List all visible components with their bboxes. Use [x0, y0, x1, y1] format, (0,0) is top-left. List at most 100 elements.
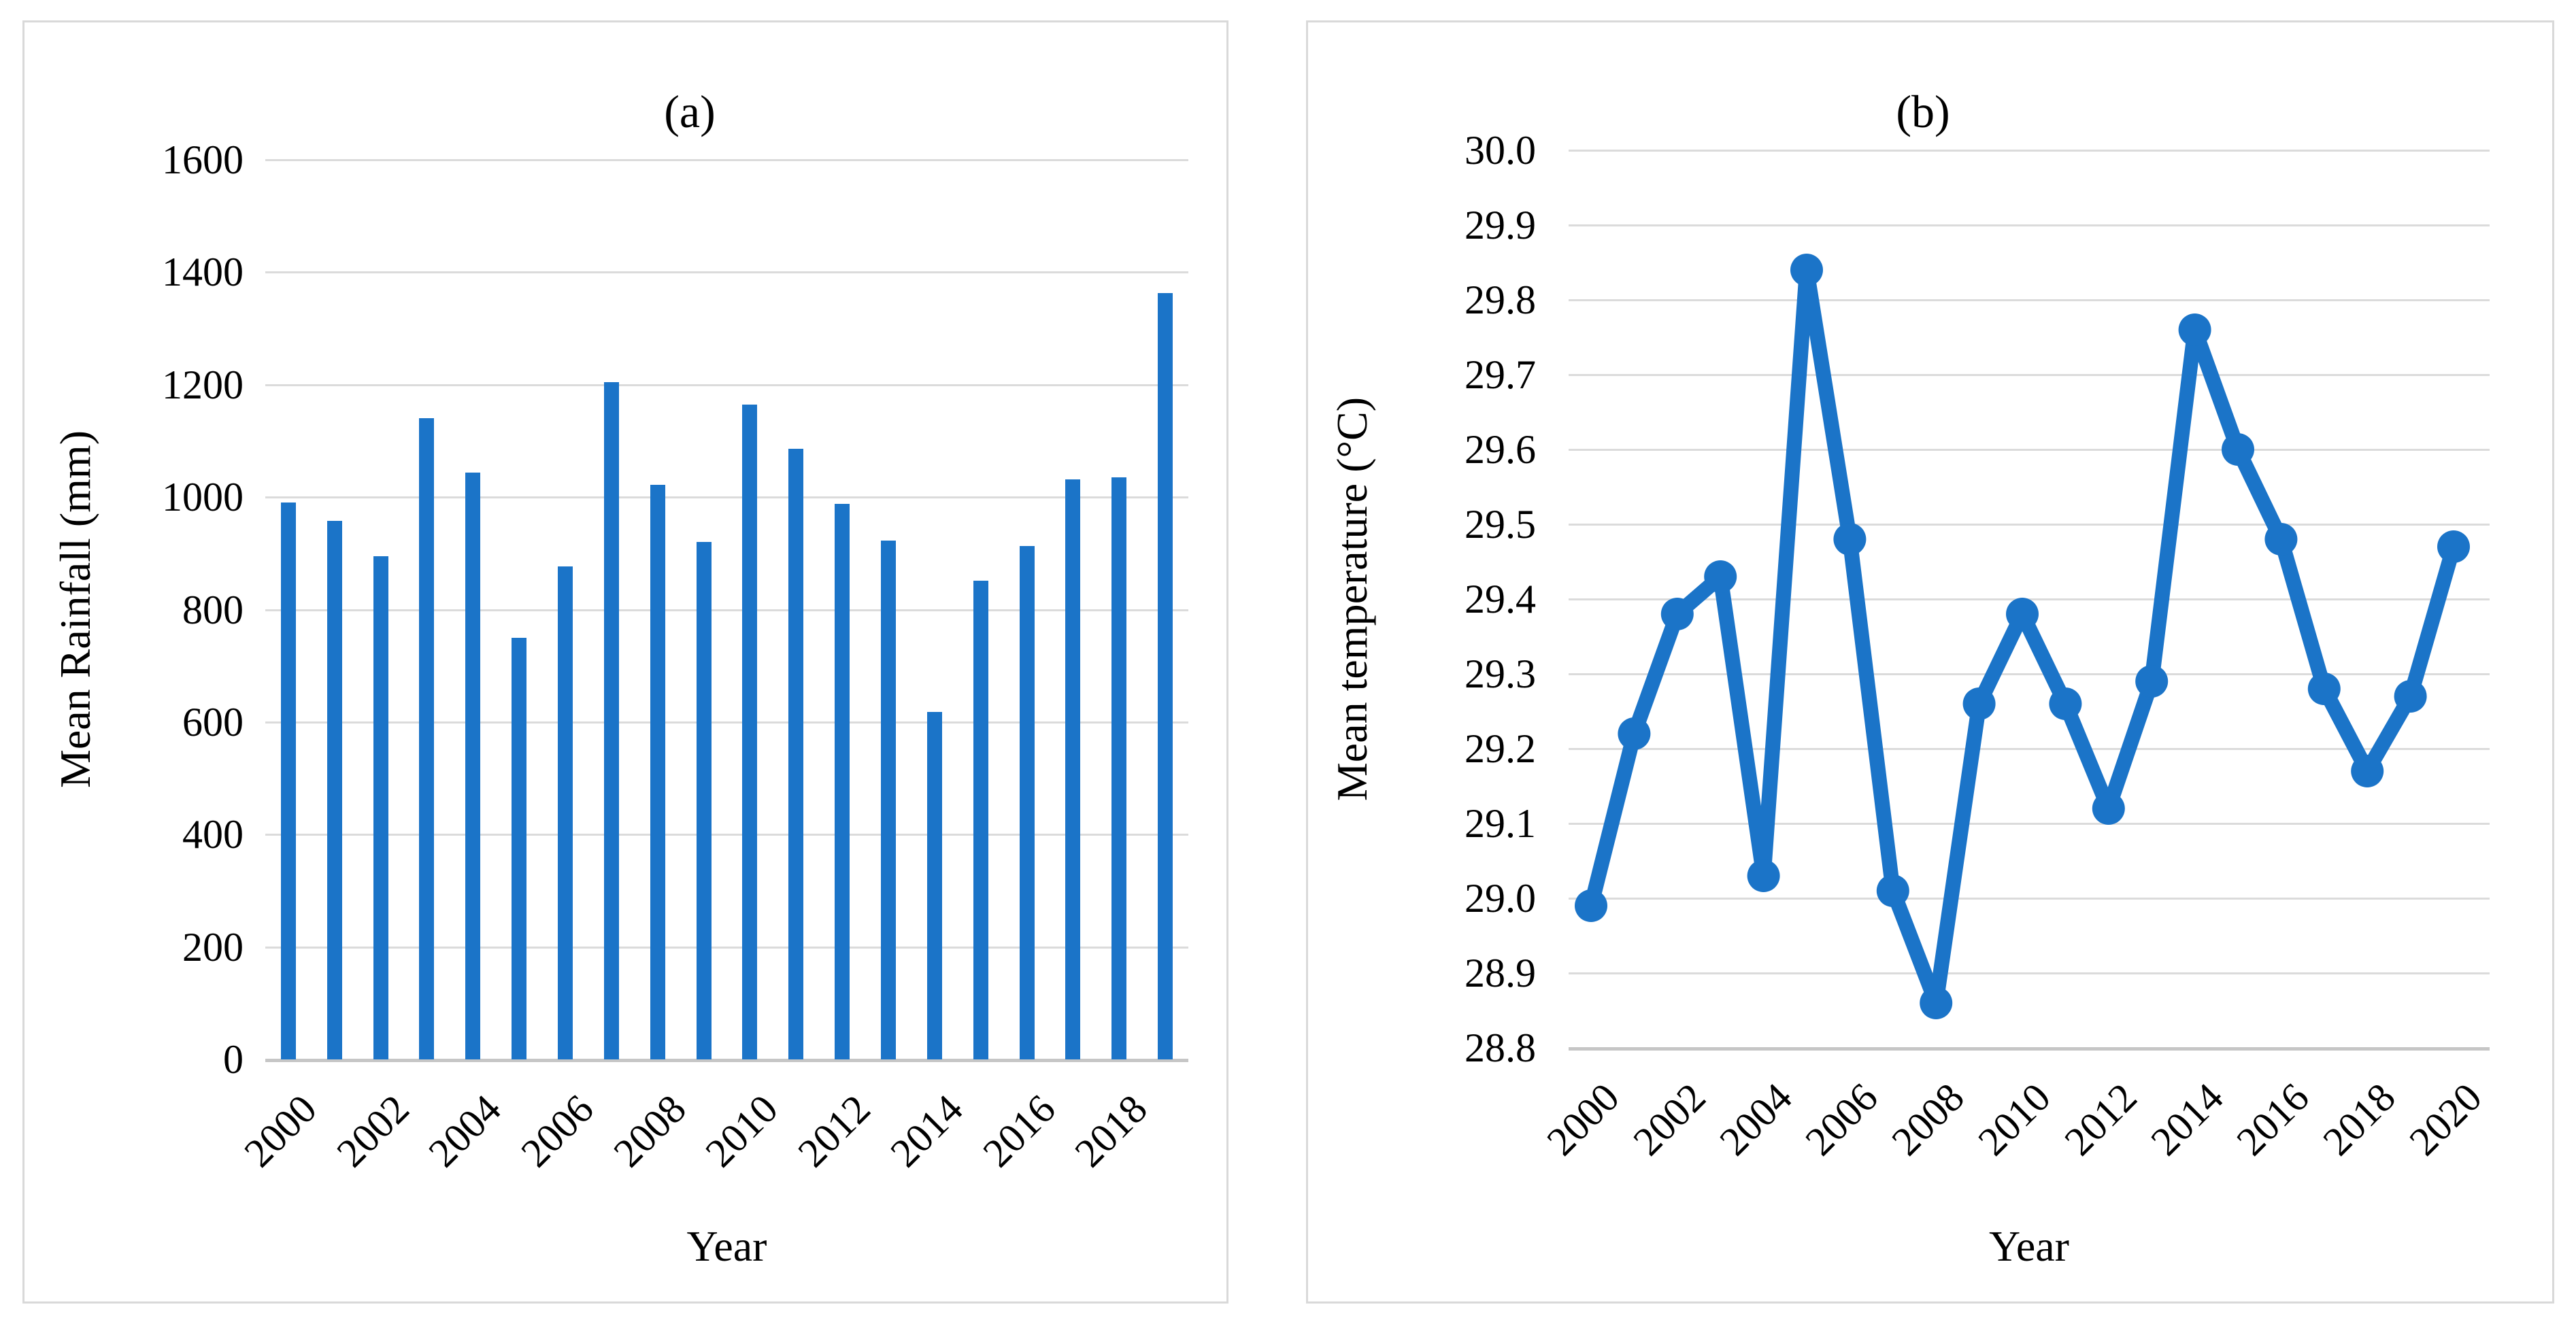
x-tick-label: 2010	[697, 1086, 787, 1176]
marker-2009: 2009: 29.26	[1962, 687, 1996, 720]
x-tick-label: 2016	[2228, 1074, 2318, 1164]
x-tick-label: 2018	[1066, 1086, 1156, 1176]
x-tick-label: 2010	[1969, 1074, 2059, 1164]
bar-2016	[1019, 546, 1035, 1059]
gridline	[265, 834, 1188, 836]
marker-2013: 2013: 29.29	[2135, 665, 2169, 698]
y-tick-label: 1200	[162, 362, 244, 407]
bar-2014	[926, 711, 942, 1059]
y-tick-label: 29.3	[1465, 651, 1536, 696]
x-tick-label: 2002	[1624, 1074, 1714, 1164]
y-tick-label: 29.9	[1465, 203, 1536, 248]
bar-2012	[835, 504, 850, 1059]
gridline	[1569, 823, 2490, 825]
y-tick-label: 29.5	[1465, 502, 1536, 547]
x-tick-label: 2004	[420, 1086, 510, 1176]
bar-2015	[973, 580, 988, 1059]
marker-2006: 2006: 29.48	[1833, 523, 1867, 556]
x-tick-label: 2008	[1883, 1074, 1973, 1164]
y-tick-label: 29.6	[1465, 427, 1536, 472]
gridline	[265, 721, 1188, 723]
x-tick-label: 2018	[2314, 1074, 2405, 1164]
y-tick-label: 29.4	[1465, 577, 1536, 622]
bar-2002	[373, 556, 388, 1059]
y-tick-label: 29.1	[1465, 801, 1536, 846]
gridline	[1569, 673, 2490, 675]
gridline	[1569, 150, 2490, 152]
marker-2002: 2002: 29.38	[1660, 598, 1694, 630]
marker-2018: 2018: 29.17	[2351, 755, 2384, 787]
gridline	[1569, 374, 2490, 376]
x-tick-label: 2012	[2056, 1074, 2145, 1164]
marker-2005: 2005: 29.84	[1790, 254, 1823, 286]
marker-2017: 2017: 29.28	[2307, 672, 2341, 705]
x-tick-label: 2012	[789, 1086, 880, 1176]
gridline	[265, 271, 1188, 274]
y-tick-label: 1000	[162, 475, 244, 520]
gridline	[265, 384, 1188, 386]
x-tick-label: 2004	[1711, 1074, 1801, 1164]
y-tick-label: 400	[182, 812, 244, 857]
panel-b-temperature-line-chart: (b) Mean temperature (°C) 2000: 28.99200…	[1306, 20, 2554, 1304]
y-tick-label: 29.7	[1465, 352, 1536, 397]
marker-2019: 2019: 29.27	[2394, 680, 2427, 713]
bar-2006	[558, 566, 573, 1059]
bar-2010	[742, 404, 758, 1059]
y-tick-label: 29.2	[1465, 726, 1536, 771]
bar-2013	[880, 540, 896, 1059]
x-tick-label: 2006	[1796, 1074, 1887, 1164]
bar-2017	[1065, 479, 1081, 1059]
panel-b-title: (b)	[1896, 86, 1950, 137]
x-tick-label: 2014	[2142, 1074, 2232, 1164]
marker-2000: 2000: 28.99	[1575, 889, 1607, 922]
x-tick-label: 2002	[328, 1086, 418, 1176]
bar-2005	[512, 637, 527, 1059]
y-tick-label: 200	[182, 924, 244, 970]
marker-2010: 2010: 29.38	[2006, 598, 2039, 630]
gridline	[1569, 972, 2490, 974]
y-tick-label: 29.8	[1465, 277, 1536, 322]
gridline	[1569, 898, 2490, 900]
bar-2008	[650, 484, 665, 1059]
x-tick-label: 2014	[882, 1086, 971, 1176]
gridline	[265, 946, 1188, 949]
x-tick-label: 2016	[973, 1086, 1064, 1176]
gridline	[265, 496, 1188, 499]
marker-2011: 2011: 29.26	[2049, 687, 2082, 720]
gridline	[1569, 299, 2490, 301]
gridline	[1569, 449, 2490, 451]
bar-2004	[465, 472, 481, 1059]
y-tick-label: 28.8	[1465, 1025, 1536, 1070]
gridline	[1569, 224, 2490, 226]
x-tick-label: 2006	[512, 1086, 602, 1176]
x-tick-label: 2020	[2401, 1074, 2490, 1164]
marker-2016: 2016: 29.48	[2264, 523, 2298, 556]
panel-b-x-axis-title: Year	[1989, 1222, 2069, 1270]
bar-2003	[419, 418, 435, 1059]
y-tick-label: 30.0	[1465, 128, 1536, 173]
panel-a-x-axis-title: Year	[686, 1222, 767, 1270]
marker-2004: 2004: 29.03	[1747, 859, 1780, 892]
y-tick-label: 800	[182, 587, 244, 632]
bar-2018	[1111, 477, 1127, 1059]
marker-2003: 2003: 29.43	[1704, 560, 1737, 593]
x-axis-line	[1569, 1047, 2490, 1051]
marker-2012: 2012: 29.12	[2092, 792, 2125, 825]
x-tick-label: 2008	[605, 1086, 695, 1176]
panel-a-plot-area	[265, 159, 1188, 1062]
marker-2014: 2014: 29.76	[2178, 313, 2211, 346]
bar-2019	[1158, 292, 1173, 1059]
x-axis-line	[265, 1059, 1188, 1062]
bar-2009	[696, 542, 712, 1059]
bar-2011	[788, 449, 804, 1059]
x-tick-label: 2000	[235, 1086, 325, 1176]
line-path	[1584, 262, 2461, 1010]
gridline	[265, 159, 1188, 161]
y-tick-label: 1400	[162, 250, 244, 295]
marker-2020: 2020: 29.47	[2437, 530, 2470, 563]
gridline	[1569, 748, 2490, 750]
y-tick-label: 0	[223, 1037, 244, 1082]
